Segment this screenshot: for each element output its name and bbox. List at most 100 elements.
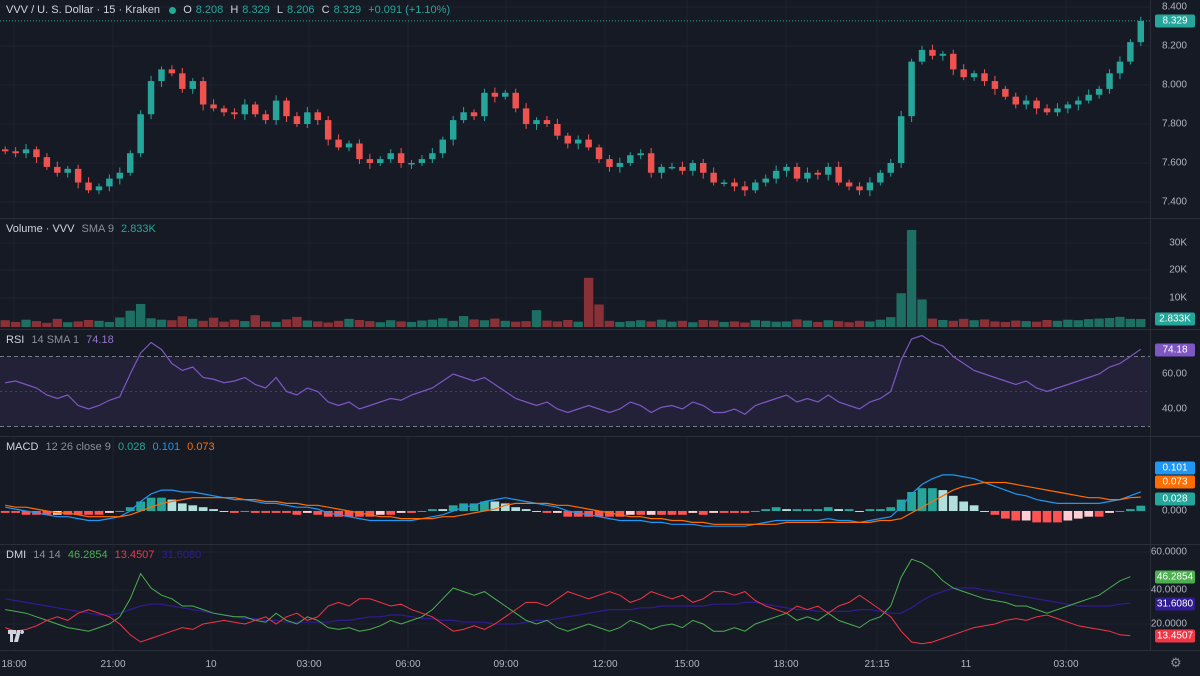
volume-bar bbox=[229, 319, 240, 327]
macd-histogram-bar bbox=[355, 511, 364, 517]
candle-body bbox=[199, 81, 207, 105]
volume-bar bbox=[448, 320, 458, 327]
rsi-label[interactable]: RSI bbox=[6, 334, 25, 346]
volume-bar bbox=[167, 320, 177, 327]
macd-pane[interactable]: MACD 12 26 close 9 0.028 0.101 0.073 0.1… bbox=[0, 437, 1200, 544]
dmi-tick: 40.0000 bbox=[1150, 584, 1187, 596]
gear-icon[interactable]: ⚙ bbox=[1170, 655, 1182, 670]
volume-bar bbox=[948, 320, 958, 327]
macd-histogram-bar bbox=[157, 497, 166, 511]
volume-bar bbox=[646, 321, 656, 327]
close-value: 8.329 bbox=[333, 4, 362, 16]
macd-histogram-bar bbox=[542, 511, 552, 513]
plus-di-value: 46.2854 bbox=[67, 549, 108, 561]
dmi-pane[interactable]: DMI 14 14 46.2854 13.4507 31.6080 60.000… bbox=[0, 545, 1200, 650]
candle-body bbox=[699, 163, 707, 173]
volume-bar bbox=[458, 316, 469, 327]
volume-legend: Volume · VVV SMA 9 2.833K bbox=[6, 223, 160, 235]
candle-body bbox=[293, 116, 301, 124]
candle-body bbox=[106, 178, 113, 187]
volume-bar bbox=[1094, 318, 1104, 327]
macd-histogram-bar bbox=[417, 511, 427, 512]
macd-histogram-bar bbox=[1011, 511, 1021, 521]
macd-histogram-bar bbox=[928, 488, 937, 511]
price-tick: 7.800 bbox=[1161, 118, 1187, 130]
volume-bar bbox=[313, 321, 323, 327]
macd-line bbox=[5, 474, 1142, 527]
volume-bar bbox=[583, 277, 594, 327]
volume-bar bbox=[52, 318, 62, 327]
candle-body bbox=[502, 92, 509, 97]
macd-hist-value: 0.028 bbox=[117, 441, 146, 453]
dmi-label[interactable]: DMI bbox=[6, 549, 27, 561]
macd-histogram-bar bbox=[448, 505, 458, 511]
volume-bar bbox=[281, 319, 292, 327]
volume-bar bbox=[490, 318, 500, 327]
macd-histogram-bar bbox=[688, 511, 698, 513]
volume-bar bbox=[625, 321, 635, 327]
macd-histogram-bar bbox=[875, 509, 885, 511]
macd-histogram-bar bbox=[719, 511, 729, 513]
volume-bar bbox=[761, 320, 771, 327]
macd-histogram-bar bbox=[73, 511, 83, 515]
volume-pane[interactable]: Volume · VVV SMA 9 2.833K 30K 20K 10K 2.… bbox=[0, 219, 1200, 329]
dmi-axis[interactable]: 60.0000 40.0000 20.0000 46.2854 31.6080 … bbox=[1150, 545, 1200, 650]
volume-bar bbox=[886, 317, 896, 327]
volume-bar bbox=[677, 320, 688, 327]
volume-bar bbox=[1011, 320, 1021, 327]
macd-histogram-bar bbox=[240, 511, 250, 512]
time-label: 06:00 bbox=[395, 659, 421, 670]
volume-tick: 10K bbox=[1169, 292, 1187, 304]
pane-separator[interactable] bbox=[0, 218, 1200, 219]
macd-histogram-bar bbox=[532, 511, 541, 512]
macd-histogram-bar bbox=[230, 511, 239, 513]
volume-bar bbox=[917, 299, 927, 327]
volume-bar bbox=[31, 321, 42, 327]
macd-histogram-bar bbox=[782, 509, 791, 511]
macd-axis[interactable]: 0.101 0.073 0.028 0.000 bbox=[1150, 437, 1200, 544]
macd-histogram-bar bbox=[282, 511, 291, 513]
rsi-pane[interactable]: RSI 14 SMA 1 74.18 60.00 40.00 74.18 bbox=[0, 330, 1200, 436]
pane-separator[interactable] bbox=[0, 544, 1200, 545]
open-label: O bbox=[183, 4, 192, 16]
volume-bar bbox=[208, 317, 219, 327]
volume-bar bbox=[896, 293, 906, 327]
candle-body bbox=[22, 149, 30, 154]
rsi-last-tag: 74.18 bbox=[1155, 343, 1195, 357]
macd-histogram-bar bbox=[323, 511, 333, 517]
macd-histogram-bar bbox=[407, 511, 416, 513]
candle-body bbox=[689, 163, 697, 171]
candle-body bbox=[585, 139, 592, 148]
adx-line bbox=[5, 587, 1131, 625]
volume-bar bbox=[323, 322, 333, 327]
candle-body bbox=[679, 166, 686, 171]
volume-bar bbox=[250, 315, 260, 327]
volume-bar bbox=[531, 310, 542, 327]
volume-bar bbox=[698, 319, 708, 327]
volume-bar bbox=[63, 322, 73, 327]
macd-histogram-bar bbox=[375, 511, 385, 515]
adx-value: 31.6080 bbox=[161, 549, 202, 561]
volume-bar bbox=[781, 321, 792, 327]
volume-bar bbox=[750, 320, 761, 327]
pane-separator[interactable] bbox=[0, 329, 1200, 330]
pane-separator[interactable] bbox=[0, 436, 1200, 437]
volume-bar bbox=[719, 321, 729, 327]
volume-label[interactable]: Volume · VVV bbox=[6, 223, 75, 235]
volume-axis[interactable]: 30K 20K 10K 2.833K bbox=[1150, 219, 1200, 329]
macd-signal-value: 0.073 bbox=[187, 441, 215, 453]
macd-histogram-bar bbox=[969, 505, 979, 511]
price-candles[interactable] bbox=[0, 0, 1150, 218]
macd-histogram-bar bbox=[730, 511, 739, 513]
rsi-axis[interactable]: 60.00 40.00 74.18 bbox=[1150, 330, 1200, 436]
time-axis[interactable]: 18:00 21:00 10 03:00 06:00 09:00 12:00 1… bbox=[0, 650, 1200, 676]
macd-label[interactable]: MACD bbox=[6, 441, 39, 453]
macd-histogram-bar bbox=[11, 511, 21, 513]
price-pane[interactable]: VVV / U. S. Dollar · 15 · Kraken O 8.208 … bbox=[0, 0, 1200, 218]
price-axis[interactable]: 8.400 8.200 8.000 7.800 7.600 7.400 8.32… bbox=[1150, 0, 1200, 218]
macd-histogram-bar bbox=[563, 511, 573, 517]
candle-body bbox=[64, 168, 71, 173]
tradingview-logo-icon[interactable] bbox=[8, 628, 30, 646]
symbol-title[interactable]: VVV / U. S. Dollar · 15 · Kraken bbox=[6, 4, 161, 16]
volume-bar bbox=[938, 319, 948, 327]
